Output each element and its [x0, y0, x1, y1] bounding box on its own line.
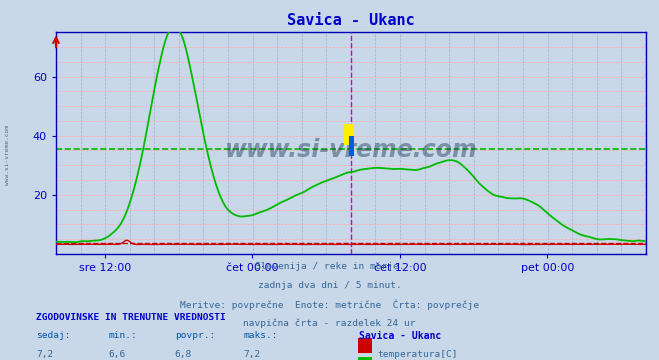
Text: Slovenija / reke in morje.: Slovenija / reke in morje. — [255, 262, 404, 271]
Text: 6,8: 6,8 — [175, 350, 192, 359]
Text: Meritve: povprečne  Enote: metrične  Črta: povprečje: Meritve: povprečne Enote: metrične Črta:… — [180, 300, 479, 310]
Text: 6,6: 6,6 — [109, 350, 126, 359]
Text: temperatura[C]: temperatura[C] — [378, 350, 458, 359]
Text: maks.:: maks.: — [244, 331, 278, 340]
Text: sedaj:: sedaj: — [36, 331, 71, 340]
Text: 7,2: 7,2 — [36, 350, 53, 359]
Text: povpr.:: povpr.: — [175, 331, 215, 340]
Text: zadnja dva dni / 5 minut.: zadnja dva dni / 5 minut. — [258, 281, 401, 290]
Text: www.si-vreme.com: www.si-vreme.com — [225, 138, 477, 162]
Text: ZGODOVINSKE IN TRENUTNE VREDNOSTI: ZGODOVINSKE IN TRENUTNE VREDNOSTI — [36, 313, 226, 322]
Text: min.:: min.: — [109, 331, 138, 340]
Bar — [344, 124, 355, 145]
Bar — [349, 136, 355, 156]
Bar — [349, 136, 355, 156]
Text: navpična črta - razdelek 24 ur: navpična črta - razdelek 24 ur — [243, 318, 416, 328]
Text: www.si-vreme.com: www.si-vreme.com — [5, 125, 11, 185]
Text: 7,2: 7,2 — [244, 350, 261, 359]
Text: Savica - Ukanc: Savica - Ukanc — [359, 331, 442, 341]
Title: Savica - Ukanc: Savica - Ukanc — [287, 13, 415, 28]
